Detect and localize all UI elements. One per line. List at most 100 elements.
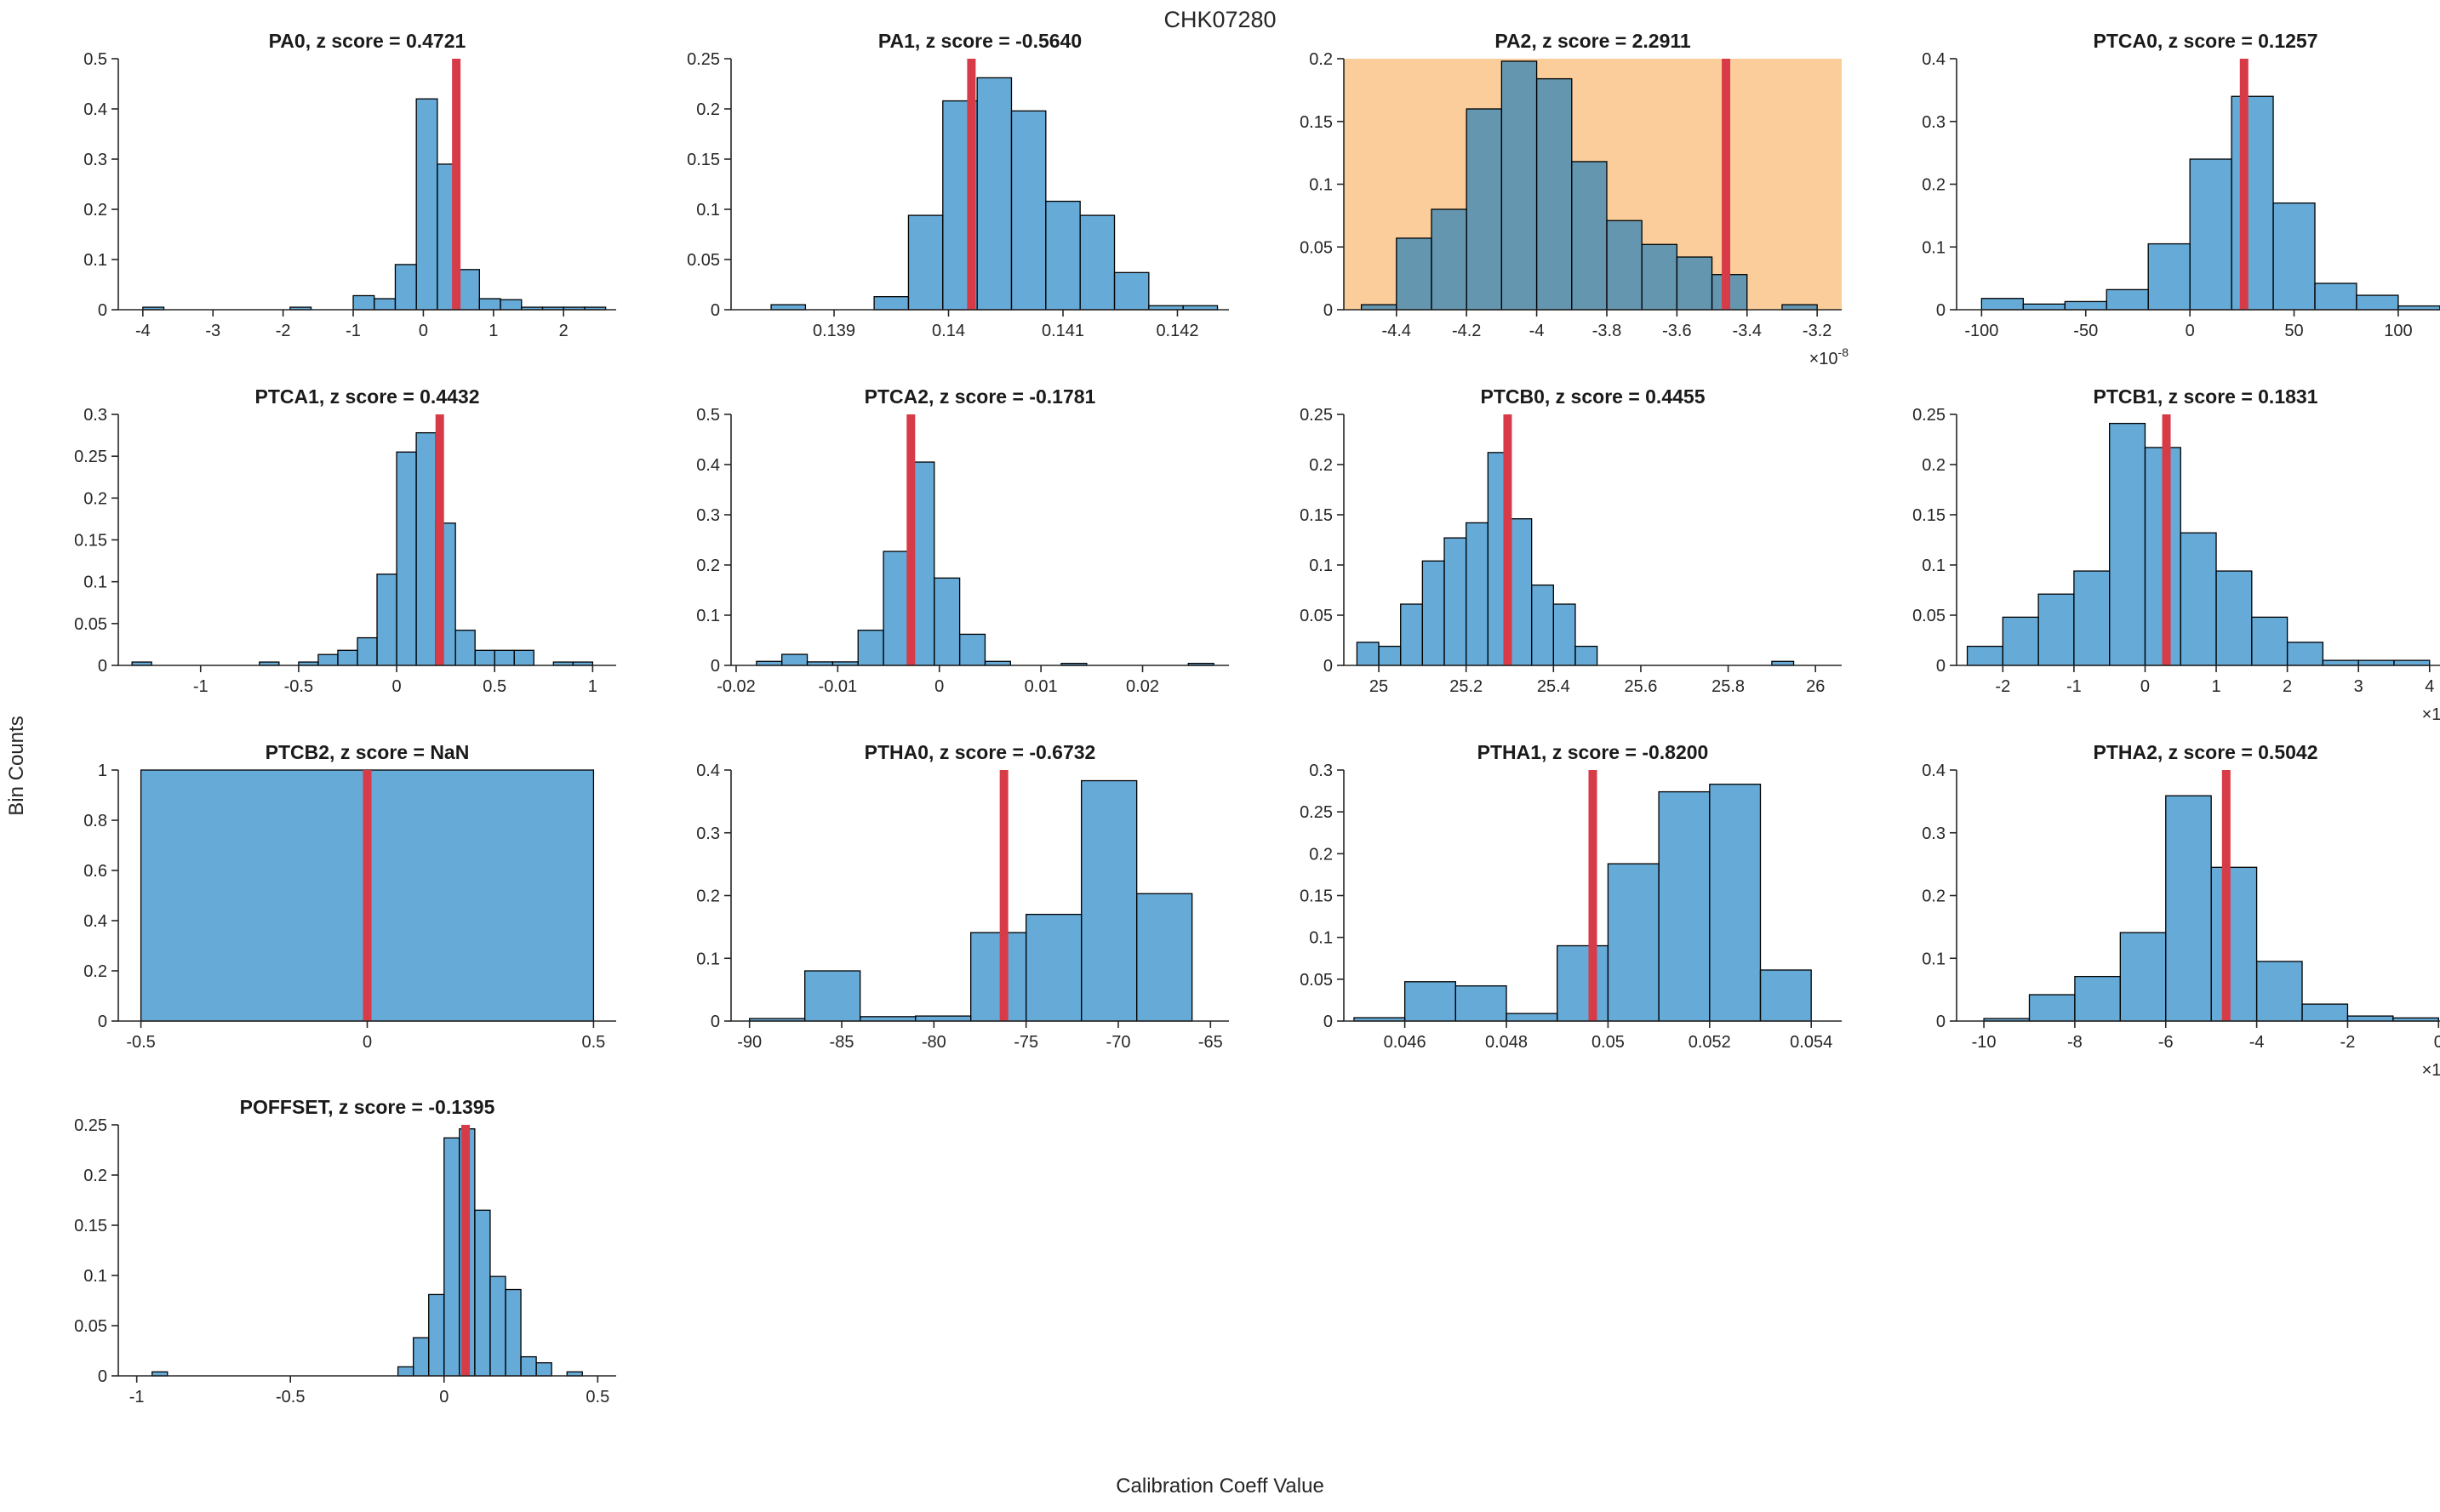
x-axis-exponent: ×10-7 [2422, 1057, 2440, 1080]
histogram-bar [1606, 220, 1643, 311]
subplot-title: PTCA2, z score = -0.1781 [865, 385, 1096, 408]
x-tick-label: -8 [2067, 1033, 2083, 1052]
y-tick-label: 1 [98, 762, 107, 780]
histogram-bar [457, 269, 480, 311]
histogram-subplot-ptcb0: 25 25.2 25.4 25.6 25.8 26 0 0.05 0.1 0.15 0.2 0.25 P… [1293, 379, 1889, 732]
histogram-svg: 0.139 0.14 0.141 0.142 0 0.05 0.1 0.15 0.2 0.25 PA… [687, 30, 1229, 340]
y-tick-label: 0.1 [83, 1267, 107, 1286]
y-tick-label: 0.1 [83, 573, 107, 592]
histogram-bar [415, 431, 437, 666]
histogram-subplot-ptca1: -1 -0.5 0 0.5 1 0 0.05 0.1 0.15 0.2 0.25 0.3 PTCA1, … [67, 379, 663, 732]
histogram-bar [2106, 288, 2149, 311]
y-tick-label: 0.3 [1922, 824, 1946, 843]
x-tick-label: -1 [129, 1388, 145, 1406]
x-tick-label: -3.4 [1733, 322, 1762, 340]
histogram-bar [1781, 304, 1818, 311]
x-tick-label: -2 [2340, 1033, 2356, 1052]
x-tick-label: 2 [2283, 677, 2292, 696]
histogram-svg: -4.4 -4.2 -4 -3.8 -3.6 -3.4 -3.2 0 0.05 0.1 0.15 0.… [1300, 30, 1849, 368]
subplot-title: PTHA0, z score = -0.6732 [865, 741, 1096, 763]
y-tick-label: 0.05 [1912, 607, 1946, 625]
y-tick-label: 0.25 [74, 448, 107, 466]
subplot-title: POFFSET, z score = -0.1395 [240, 1096, 495, 1118]
y-tick-label: 0.2 [696, 887, 720, 906]
x-tick-label: 0.052 [1689, 1033, 1731, 1052]
histogram-svg: -1 -0.5 0 0.5 0 0.05 0.1 0.15 0.2 0.25 POFFSET, z … [74, 1096, 616, 1406]
x-tick-label: 0 [2434, 1033, 2440, 1052]
histogram-bar [1509, 518, 1533, 666]
x-tick-label: -0.02 [717, 677, 756, 696]
histogram-bar [376, 573, 397, 666]
histogram-bar [770, 304, 807, 311]
x-tick-label: 0 [439, 1388, 449, 1406]
histogram-subplot-pa2: -4.4 -4.2 -4 -3.8 -3.6 -3.4 -3.2 0 0.05 0.1 0.15 0.… [1293, 23, 1889, 376]
y-tick-label: 0.05 [1300, 971, 1333, 990]
y-tick-label: 0 [1323, 301, 1333, 320]
x-tick-label: 1 [489, 322, 498, 340]
y-tick-label: 0.3 [83, 406, 107, 425]
y-tick-label: 0.1 [83, 251, 107, 270]
y-tick-label: 0.05 [74, 1317, 107, 1336]
histogram-bar [1431, 208, 1467, 311]
y-tick-label: 0 [98, 301, 107, 320]
x-tick-label: -0.5 [126, 1033, 155, 1052]
histogram-svg: 25 25.2 25.4 25.6 25.8 26 0 0.05 0.1 0.15 0.2 0.25 P… [1300, 385, 1842, 696]
x-tick-label: 0.5 [582, 1033, 606, 1052]
histogram-bar [2314, 282, 2357, 311]
x-tick-label: -2 [1995, 677, 2010, 696]
y-tick-label: 0.25 [1912, 406, 1946, 425]
y-tick-label: 0.3 [696, 506, 720, 525]
y-tick-label: 0.1 [1922, 950, 1946, 968]
histogram-bar [2255, 961, 2303, 1022]
y-tick-label: 0 [1936, 1013, 1946, 1031]
histogram-bar [2286, 642, 2324, 666]
x-tick-label: -1 [2066, 677, 2082, 696]
y-tick-label: 0.8 [83, 812, 107, 830]
y-tick-label: 0.1 [696, 607, 720, 625]
x-tick-label: -0.5 [276, 1388, 305, 1406]
y-tick-label: 0.4 [696, 456, 720, 475]
histogram-bar [2037, 593, 2075, 666]
histogram-bar [2189, 158, 2232, 311]
histogram-svg: -0.02 -0.01 0 0.01 0.02 0 0.1 0.2 0.3 0.4 0.5 PTCA2… [696, 385, 1229, 696]
histogram-bar [505, 1288, 522, 1377]
histogram-bar [2301, 1003, 2349, 1022]
subplot-title: PA0, z score = 0.4721 [269, 30, 466, 52]
histogram-bar [443, 1137, 460, 1377]
histogram-svg: 0.046 0.048 0.05 0.052 0.054 0 0.05 0.1 0.15 0.2 0… [1300, 741, 1842, 1052]
histogram-bar [1421, 560, 1445, 666]
histogram-bar [374, 298, 397, 311]
histogram-bar [513, 649, 534, 666]
histogram-bar [2272, 202, 2316, 311]
histogram-bar [1641, 243, 1678, 311]
histogram-bar [1396, 237, 1432, 311]
y-tick-label: 0.1 [1309, 176, 1333, 195]
histogram-bar [474, 1209, 491, 1377]
x-tick-label: 25.8 [1711, 677, 1745, 696]
histogram-bar [1466, 108, 1503, 311]
histogram-bar [1709, 784, 1762, 1022]
histogram-bar [2165, 795, 2212, 1022]
x-tick-label: -10 [1972, 1033, 1997, 1052]
y-tick-label: 0.2 [1309, 50, 1333, 69]
x-tick-label: 1 [2211, 677, 2220, 696]
y-tick-label: 0.2 [1922, 176, 1946, 195]
y-tick-label: 0 [711, 657, 720, 676]
x-tick-label: 0 [391, 677, 401, 696]
subplot-title: PTHA2, z score = 0.5042 [2093, 741, 2317, 763]
y-tick-label: 0.2 [83, 489, 107, 508]
x-axis-exponent: ×10-3 [2422, 701, 2440, 724]
y-tick-label: 0.05 [687, 251, 720, 270]
y-tick-label: 0 [98, 1367, 107, 1386]
histogram-subplot-pa0: -4 -3 -2 -1 0 1 2 0 0.1 0.2 0.3 0.4 0.5 PA0, z score … [67, 23, 663, 376]
histogram-bar [883, 551, 910, 666]
x-tick-label: 0.14 [932, 322, 965, 340]
axis-lines [117, 414, 616, 666]
histogram-subplot-ptca0: -100 -50 0 50 100 0 0.1 0.2 0.3 0.4 PTCA0, z score… [1906, 23, 2440, 376]
histogram-bar [2109, 422, 2146, 666]
histogram-bar [1443, 537, 1467, 666]
x-tick-label: 0.05 [1591, 1033, 1625, 1052]
y-tick-label: 0 [1323, 1013, 1333, 1031]
histogram-svg: -1 -0.5 0 0.5 1 0 0.05 0.1 0.15 0.2 0.25 0.3 PTCA1, … [74, 385, 616, 696]
